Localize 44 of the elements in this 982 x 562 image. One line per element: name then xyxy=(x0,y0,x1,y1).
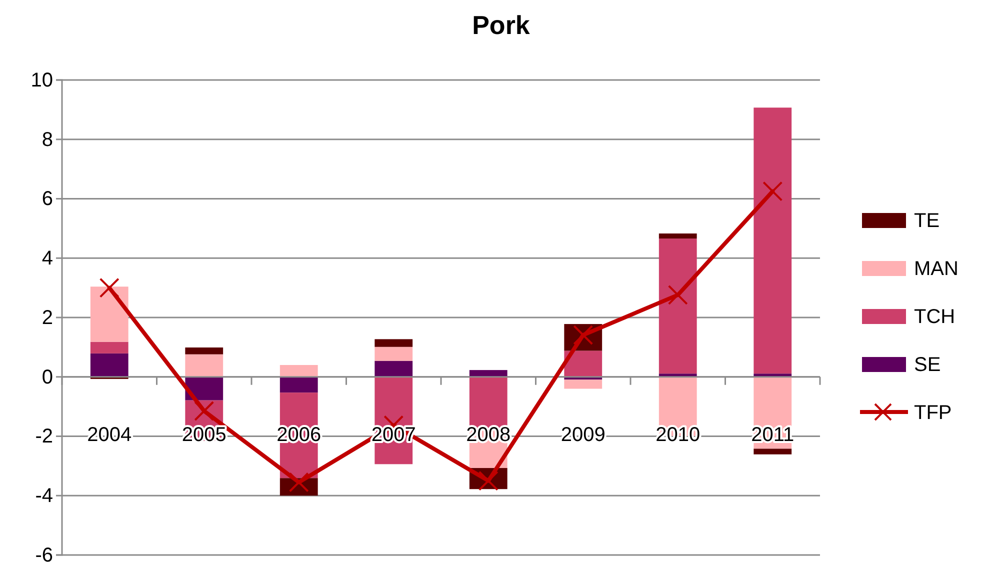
legend-label: TE xyxy=(914,210,940,232)
legend-label: TCH xyxy=(914,306,956,328)
x-tick-label: 2006 xyxy=(276,424,322,446)
bar xyxy=(374,346,413,361)
bar xyxy=(280,365,318,377)
x-tick-label: 2009 xyxy=(560,424,606,446)
bar xyxy=(185,354,224,377)
x-tick-label: 2004 xyxy=(87,424,132,446)
y-tick-label: -6 xyxy=(35,544,53,562)
bar xyxy=(90,353,128,377)
point xyxy=(288,472,309,492)
bar xyxy=(564,380,602,389)
y-tick-label: -4 xyxy=(35,485,53,508)
x-tick-label: 2010 xyxy=(656,424,700,446)
point xyxy=(99,278,120,298)
y-tick-label: 8 xyxy=(42,128,53,151)
chart-title: Pork xyxy=(472,10,530,40)
y-tick-label: 6 xyxy=(42,188,53,210)
bar xyxy=(754,448,792,454)
x-tick-label: 2008 xyxy=(466,424,511,446)
bar xyxy=(374,339,413,347)
x-tick-label: 2007 xyxy=(371,424,416,446)
y-tick-label: 4 xyxy=(42,248,53,270)
legend-label: MAN xyxy=(914,258,958,280)
y-tick-label: -2 xyxy=(35,426,53,448)
bar xyxy=(658,233,697,239)
bar xyxy=(90,342,128,354)
legend-label: SE xyxy=(914,354,941,376)
bar xyxy=(374,360,413,377)
bar xyxy=(658,238,697,374)
y-tick-label: 10 xyxy=(30,69,53,92)
x-tick-label: 2011 xyxy=(751,424,794,446)
x-tick-label: 2005 xyxy=(182,424,226,446)
y-tick-label: 2 xyxy=(42,306,53,329)
bar xyxy=(185,347,224,354)
point xyxy=(668,284,688,305)
bar xyxy=(754,108,792,374)
bar xyxy=(280,376,318,393)
bar xyxy=(185,376,224,400)
legend-label: TFP xyxy=(914,402,952,424)
y-tick-label: 0 xyxy=(42,366,53,388)
bar xyxy=(469,376,508,429)
bar xyxy=(90,286,128,342)
point xyxy=(762,181,783,202)
